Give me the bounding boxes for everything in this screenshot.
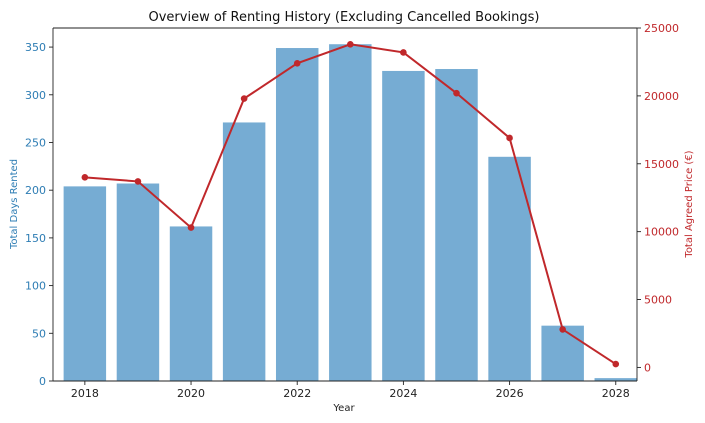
price-point-2020	[187, 224, 195, 231]
right-tick-label: 10000	[644, 226, 679, 239]
bar-2022	[275, 48, 319, 382]
x-tick-label: 2020	[177, 387, 205, 400]
bar-2028	[594, 378, 637, 381]
bar-2024	[382, 70, 425, 381]
bar-2027	[541, 325, 584, 381]
x-tick-label: 2026	[496, 387, 524, 400]
left-tick-label: 350	[25, 41, 46, 54]
bar-2026	[488, 156, 531, 381]
left-tick-label: 250	[25, 136, 46, 149]
price-point-2027	[559, 326, 566, 333]
axes: 0 50 100 150 200 250 300 350 0 5000 10000 15000 2000…	[25, 22, 679, 400]
right-tick-label: 25000	[644, 22, 679, 35]
right-tick-label: 5000	[644, 294, 672, 307]
price-point-2021	[240, 95, 248, 102]
left-tick-label: 0	[39, 375, 46, 388]
right-axis-label: Total Agreed Price (€)	[684, 150, 695, 258]
bar-2021	[222, 122, 266, 381]
left-tick-label: 300	[25, 89, 46, 102]
line-series	[81, 40, 620, 368]
bar-2019	[116, 183, 160, 381]
left-tick-label: 50	[32, 327, 46, 340]
x-axis-label: Year	[332, 403, 355, 414]
left-axis-label: Total Days Rented	[9, 159, 20, 250]
x-tick-label: 2022	[283, 387, 311, 400]
bar-series	[63, 44, 637, 382]
chart-title: Overview of Renting History (Excluding C…	[149, 10, 540, 25]
left-tick-label: 200	[25, 184, 46, 197]
price-point-2018	[81, 174, 89, 181]
bar-2025	[435, 69, 478, 381]
bar-2023	[329, 44, 372, 381]
price-point-2024	[400, 49, 407, 56]
right-tick-label: 0	[644, 361, 651, 374]
left-tick-label: 150	[25, 232, 46, 245]
price-point-2025	[453, 89, 460, 97]
bar-2020	[169, 226, 213, 381]
x-tick-label: 2024	[389, 387, 417, 400]
price-point-2028	[612, 360, 620, 368]
bar-2018	[63, 186, 107, 381]
price-point-2026	[506, 134, 513, 142]
left-tick-label: 100	[25, 280, 46, 293]
right-tick-label: 20000	[644, 90, 679, 103]
price-point-2023	[347, 40, 354, 48]
x-tick-label: 2028	[602, 387, 630, 400]
price-point-2019	[134, 178, 142, 185]
right-tick-label: 15000	[644, 158, 679, 171]
x-tick-label: 2018	[71, 387, 99, 400]
price-point-2022	[293, 60, 301, 67]
